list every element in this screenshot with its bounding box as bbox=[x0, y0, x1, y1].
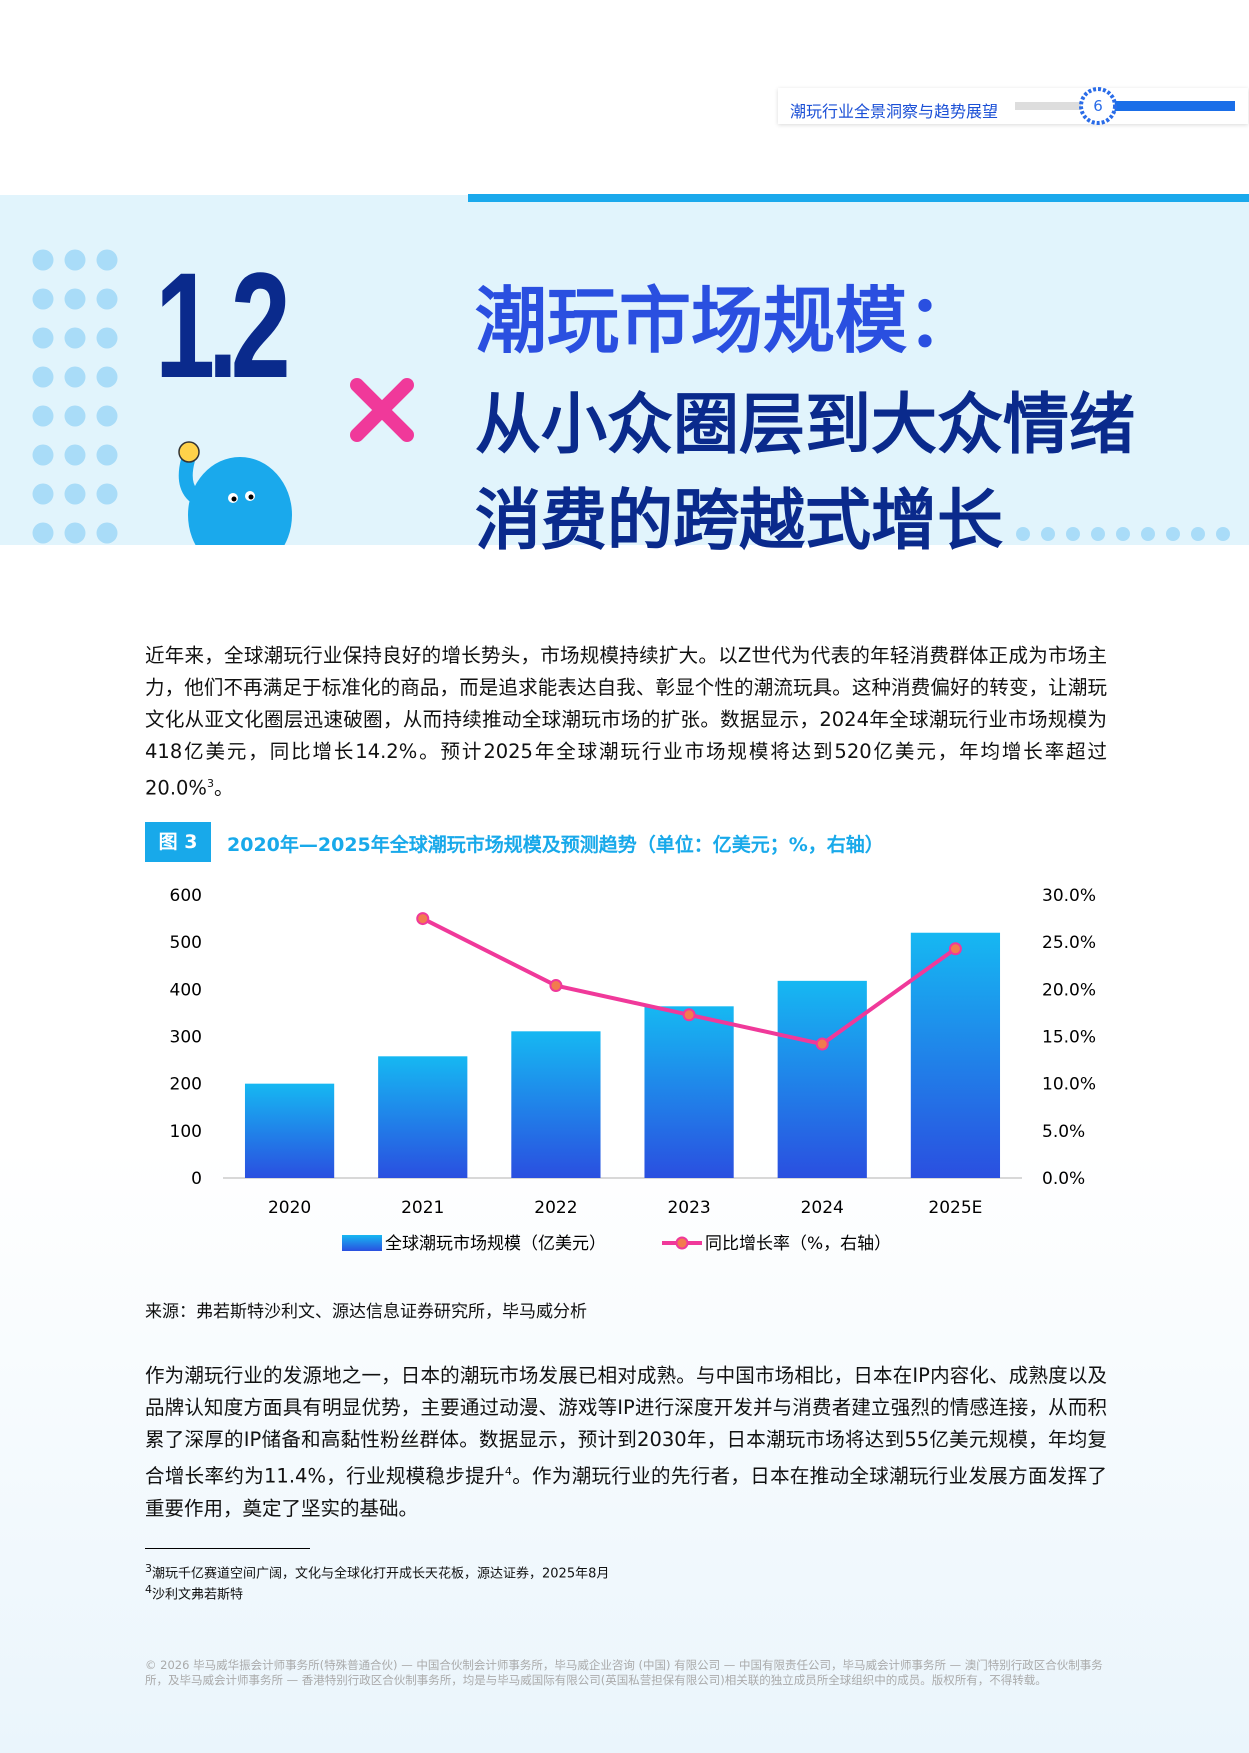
dot bbox=[32, 327, 54, 349]
footnote-ref: 3 bbox=[206, 777, 214, 790]
dot bbox=[32, 444, 54, 466]
marker bbox=[948, 942, 962, 956]
dot bbox=[96, 249, 118, 271]
dot bbox=[96, 288, 118, 310]
section-title: 消费的跨越式增长 bbox=[475, 482, 1003, 559]
y-tick-label: 0 bbox=[191, 1169, 202, 1189]
bar bbox=[378, 1056, 468, 1178]
dot bbox=[32, 405, 54, 427]
copyright: © 2026 毕马威华振会计师事务所(特殊普通合伙) — 中国合伙制会计师事务所… bbox=[145, 1658, 1103, 1687]
x-tick-label: 2022 bbox=[534, 1198, 577, 1218]
chart: 0 100 200 300 400 500 600 0.0% 5.0% 10.0% 15.0% 20.… bbox=[170, 886, 1096, 1254]
legend-swatch bbox=[342, 1235, 382, 1251]
dot bbox=[1041, 527, 1055, 541]
footnote-mark: 4 bbox=[145, 1583, 152, 1596]
dot bbox=[1016, 527, 1030, 541]
dot bbox=[96, 444, 118, 466]
section-title: 潮玩市场规模： bbox=[475, 279, 980, 363]
y-tick-label: 400 bbox=[170, 980, 202, 1000]
marker bbox=[682, 1008, 696, 1022]
dot bbox=[64, 405, 86, 427]
dot bbox=[32, 249, 54, 271]
dot bbox=[32, 483, 54, 505]
text: 。 bbox=[213, 776, 234, 800]
dot bbox=[64, 366, 86, 388]
paragraph: 近年来，全球潮玩行业保持良好的增长势头，市场规模持续扩大。以Z世代为代表的年轻消… bbox=[145, 640, 1107, 805]
footnote-text: 潮玩千亿赛道空间广阔，文化与全球化打开成长天花板，源达证券，2025年8月 bbox=[152, 1566, 610, 1582]
y-tick-label: 500 bbox=[170, 933, 202, 953]
marker bbox=[549, 979, 563, 993]
footnote-rule bbox=[145, 1548, 310, 1549]
x-tick-label: 2023 bbox=[667, 1198, 710, 1218]
dot bbox=[32, 288, 54, 310]
section-title: 从小众圈层到大众情绪 bbox=[475, 386, 1135, 463]
dot bbox=[96, 366, 118, 388]
x-tick-label: 2021 bbox=[401, 1198, 444, 1218]
bar bbox=[244, 1083, 335, 1178]
hero-line bbox=[468, 194, 1249, 202]
dot bbox=[1066, 527, 1080, 541]
figure-label: 图 3 bbox=[145, 822, 211, 862]
paragraph: 作为潮玩行业的发源地之一，日本的潮玩市场发展已相对成熟。与中国市场相比，日本在I… bbox=[145, 1360, 1107, 1525]
footnote: 4沙利文弗若斯特 bbox=[145, 1583, 243, 1602]
footnote-mark: 3 bbox=[145, 1562, 152, 1575]
marker bbox=[815, 1037, 829, 1051]
y2-tick-label: 0.0% bbox=[1042, 1169, 1085, 1189]
dot bbox=[96, 405, 118, 427]
y2-tick-label: 25.0% bbox=[1042, 933, 1096, 953]
legend-label: 同比增长率（%，右轴） bbox=[705, 1234, 891, 1254]
y-tick-label: 600 bbox=[170, 886, 202, 906]
y2-tick-label: 20.0% bbox=[1042, 980, 1096, 1000]
text: 作为潮玩行业的发源地之一，日本的潮玩市场发展已相对成熟。与中国市场相比，日本在I… bbox=[145, 1364, 1107, 1488]
dot bbox=[32, 522, 54, 544]
bar bbox=[910, 932, 1001, 1178]
x-tick-label: 2024 bbox=[801, 1198, 844, 1218]
dot bbox=[1116, 527, 1130, 541]
bar bbox=[511, 1031, 601, 1178]
x-tick-label: 2025E bbox=[928, 1198, 982, 1218]
dot bbox=[32, 366, 54, 388]
y2-tick-label: 30.0% bbox=[1042, 886, 1096, 906]
dot bbox=[96, 522, 118, 544]
section-number: 1.2 bbox=[155, 241, 291, 409]
y2-tick-label: 15.0% bbox=[1042, 1028, 1096, 1048]
y-tick-label: 300 bbox=[170, 1028, 202, 1048]
page-number: 6 bbox=[1093, 97, 1103, 115]
dot bbox=[64, 288, 86, 310]
dot bbox=[1141, 527, 1155, 541]
text: 。作为潮玩行业的先行者，日本在推动全球潮玩行业发展方面发挥了重要作用，奠定了坚实… bbox=[145, 1464, 1107, 1520]
y-tick-label: 100 bbox=[170, 1122, 202, 1142]
dot bbox=[96, 327, 118, 349]
source: 来源：弗若斯特沙利文、源达信息证券研究所，毕马威分析 bbox=[145, 1302, 587, 1322]
y2-tick-label: 10.0% bbox=[1042, 1075, 1096, 1095]
footnote-ref: 4 bbox=[504, 1465, 512, 1478]
bar bbox=[777, 980, 867, 1178]
dot bbox=[1091, 527, 1105, 541]
mascot bbox=[178, 441, 292, 545]
dot bbox=[1191, 527, 1205, 541]
legend-label: 全球潮玩市场规模（亿美元） bbox=[385, 1234, 606, 1254]
chart-title: 2020年—2025年全球潮玩市场规模及预测趋势（单位：亿美元；%，右轴） bbox=[227, 834, 884, 856]
dot bbox=[64, 249, 86, 271]
dot bbox=[96, 483, 118, 505]
x-tick-label: 2020 bbox=[268, 1198, 311, 1218]
y2-tick-label: 5.0% bbox=[1042, 1122, 1085, 1142]
footnote: 3潮玩千亿赛道空间广阔，文化与全球化打开成长天花板，源达证券，2025年8月 bbox=[145, 1562, 609, 1581]
dot bbox=[1216, 527, 1230, 541]
y-tick-label: 200 bbox=[170, 1075, 202, 1095]
dot bbox=[1166, 527, 1180, 541]
marker bbox=[416, 912, 430, 926]
hero-decoration bbox=[32, 249, 1230, 545]
dot bbox=[64, 327, 86, 349]
footnote-text: 沙利文弗若斯特 bbox=[152, 1587, 244, 1603]
header-title: 潮玩行业全景洞察与趋势展望 bbox=[790, 102, 999, 121]
dot bbox=[64, 522, 86, 544]
dot bbox=[64, 444, 86, 466]
legend-swatch bbox=[675, 1236, 689, 1250]
header-bar: 6 bbox=[1015, 87, 1235, 125]
dot bbox=[64, 483, 86, 505]
bar bbox=[644, 1006, 734, 1178]
text: 近年来，全球潮玩行业保持良好的增长势头，市场规模持续扩大。以Z世代为代表的年轻消… bbox=[145, 644, 1107, 800]
